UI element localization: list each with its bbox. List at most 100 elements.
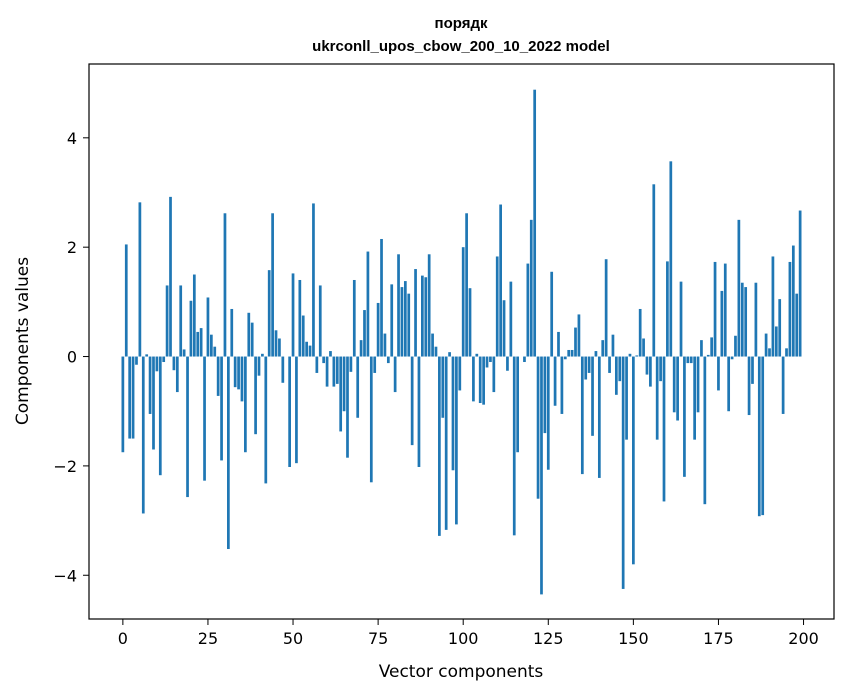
bar-component-174 xyxy=(713,261,717,357)
bar-component-164 xyxy=(679,281,683,357)
bar-component-137 xyxy=(587,356,591,373)
bar-component-100 xyxy=(461,247,465,357)
bar-component-97 xyxy=(451,356,455,471)
bar-component-21 xyxy=(192,274,196,357)
bar-component-193 xyxy=(778,299,782,357)
bar-component-134 xyxy=(577,314,581,357)
bar-component-162 xyxy=(672,356,676,413)
bar-component-169 xyxy=(696,356,700,413)
bar-component-187 xyxy=(757,356,761,517)
bar-component-163 xyxy=(676,356,679,421)
bar-component-154 xyxy=(645,356,649,375)
bar-component-10 xyxy=(155,356,159,372)
bar-component-81 xyxy=(397,254,400,357)
bar-component-194 xyxy=(781,356,785,414)
bar-component-198 xyxy=(795,293,799,357)
bar-component-25 xyxy=(206,297,210,357)
bar-component-79 xyxy=(390,284,394,357)
bar-component-125 xyxy=(546,356,550,470)
bar-component-40 xyxy=(257,356,261,376)
bar-component-199 xyxy=(798,210,802,357)
bar-component-190 xyxy=(768,348,771,357)
bar-component-129 xyxy=(560,356,564,414)
bar-component-18 xyxy=(182,349,186,357)
bar-component-172 xyxy=(706,354,710,357)
bar-component-31 xyxy=(227,356,230,550)
bar-component-94 xyxy=(441,356,445,418)
bar-component-192 xyxy=(774,326,778,357)
bar-component-131 xyxy=(567,349,571,357)
bar-component-76 xyxy=(380,238,383,357)
bar-component-67 xyxy=(349,356,353,372)
bar-component-114 xyxy=(509,281,513,357)
bar-component-50 xyxy=(291,273,295,357)
bar-component-90 xyxy=(427,254,431,357)
bar-component-61 xyxy=(329,351,332,357)
bar-component-197 xyxy=(791,245,795,357)
bar-component-35 xyxy=(240,356,244,402)
bar-component-41 xyxy=(261,353,264,357)
bar-component-130 xyxy=(563,356,567,360)
bar-component-151 xyxy=(635,355,639,357)
bar-component-170 xyxy=(700,340,703,357)
x-tick-label: 175 xyxy=(703,629,734,648)
bar-component-157 xyxy=(655,356,659,440)
bar-component-66 xyxy=(346,356,349,458)
bar-component-12 xyxy=(162,356,166,363)
bar-component-91 xyxy=(431,333,434,357)
bar-component-167 xyxy=(689,356,693,364)
bar-component-1 xyxy=(124,244,128,357)
bar-component-54 xyxy=(305,341,308,357)
bar-component-182 xyxy=(740,282,744,357)
bar-component-191 xyxy=(771,256,775,357)
x-axis-label: Vector components xyxy=(379,662,544,682)
bar-component-39 xyxy=(254,356,257,435)
bar-component-69 xyxy=(356,356,360,418)
bar-component-8 xyxy=(148,356,152,414)
bar-component-47 xyxy=(281,356,285,383)
bar-component-38 xyxy=(250,322,254,357)
bar-component-89 xyxy=(424,277,428,357)
bar-component-115 xyxy=(512,356,516,536)
x-tick-label: 150 xyxy=(618,629,649,648)
bar-component-108 xyxy=(489,356,492,363)
bar-component-2 xyxy=(128,356,132,439)
x-tick-label: 125 xyxy=(533,629,564,648)
bar-component-142 xyxy=(604,259,608,357)
bar-component-103 xyxy=(472,356,475,402)
bar-component-27 xyxy=(213,346,217,357)
y-tick-label: −4 xyxy=(53,566,77,585)
y-tick-label: 0 xyxy=(67,348,77,367)
bar-component-62 xyxy=(332,356,336,387)
bar-component-178 xyxy=(727,356,731,412)
bar-component-153 xyxy=(642,338,645,357)
bar-component-16 xyxy=(175,356,179,393)
x-tick-label: 200 xyxy=(788,629,819,648)
bar-component-112 xyxy=(502,300,506,357)
bar-component-0 xyxy=(121,356,125,453)
bar-component-29 xyxy=(220,356,223,461)
bar-component-135 xyxy=(580,356,584,475)
bar-component-146 xyxy=(618,356,622,382)
bar-component-168 xyxy=(693,356,696,440)
bar-component-11 xyxy=(158,356,162,476)
bar-component-88 xyxy=(421,275,424,357)
bar-component-133 xyxy=(574,327,577,357)
chart-title: порядк xyxy=(435,15,488,32)
bar-component-120 xyxy=(529,219,533,357)
bar-component-95 xyxy=(444,356,448,530)
bar-component-176 xyxy=(720,290,724,357)
bar-component-98 xyxy=(455,356,458,525)
bar-component-148 xyxy=(625,356,628,440)
bar-component-147 xyxy=(621,356,625,589)
bar-component-196 xyxy=(788,261,792,357)
bar-component-165 xyxy=(683,356,686,477)
x-tick-label: 50 xyxy=(283,629,303,648)
bar-component-141 xyxy=(601,340,605,357)
y-tick-label: 4 xyxy=(67,129,77,148)
bar-component-82 xyxy=(400,287,404,357)
bar-component-132 xyxy=(570,349,574,357)
bar-component-57 xyxy=(315,356,319,373)
bar-component-92 xyxy=(434,346,438,357)
bar-component-49 xyxy=(288,356,291,467)
